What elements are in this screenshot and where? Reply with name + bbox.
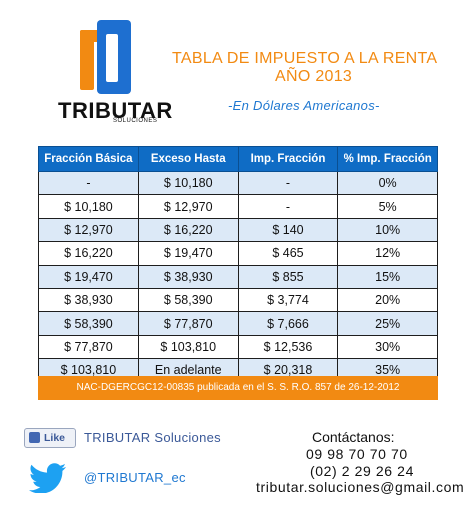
cell-pct: 12% bbox=[337, 241, 438, 266]
contact-phone-landline: (02) 2 29 26 24 bbox=[310, 463, 414, 479]
cell-pct: 15% bbox=[337, 264, 438, 289]
cell-exceso-hasta: $ 10,180 bbox=[137, 170, 239, 196]
twitter-handle[interactable]: @TRIBUTAR_ec bbox=[84, 470, 186, 485]
contact-title: Contáctanos: bbox=[312, 429, 395, 445]
table-row: $ 58,390 $ 77,870 $ 7,666 25% bbox=[38, 311, 438, 336]
like-label: Like bbox=[44, 432, 66, 444]
cell-fraccion-basica: $ 10,180 bbox=[38, 194, 139, 219]
cell-imp-fraccion: $ 12,536 bbox=[237, 334, 339, 360]
cell-imp-fraccion: $ 855 bbox=[237, 264, 339, 289]
cell-pct: 25% bbox=[337, 311, 438, 336]
facebook-page-name[interactable]: TRIBUTAR Soluciones bbox=[84, 430, 221, 445]
facebook-like-button[interactable]: Like bbox=[24, 428, 76, 448]
cell-pct: 10% bbox=[337, 217, 438, 243]
table-row: $ 103,810 En adelante $ 20,318 35% bbox=[38, 358, 438, 383]
table-row: $ 10,180 $ 12,970 - 5% bbox=[38, 194, 438, 219]
table-row: $ 38,930 $ 58,390 $ 3,774 20% bbox=[38, 287, 438, 313]
table-row: - $ 10,180 - 0% bbox=[38, 170, 438, 196]
currency-subtitle: -En Dólares Americanos- bbox=[228, 98, 380, 113]
header-exceso-hasta: Exceso Hasta bbox=[137, 146, 239, 172]
cell-exceso-hasta: $ 16,220 bbox=[137, 217, 239, 243]
cell-exceso-hasta: $ 58,390 bbox=[137, 287, 239, 313]
cell-imp-fraccion: $ 140 bbox=[237, 217, 339, 243]
cell-imp-fraccion: $ 7,666 bbox=[237, 311, 339, 336]
thumbs-up-icon bbox=[29, 432, 40, 443]
cell-exceso-hasta: $ 38,930 bbox=[137, 264, 239, 289]
cell-exceso-hasta: $ 77,870 bbox=[137, 311, 239, 336]
cell-pct: 5% bbox=[337, 194, 438, 219]
table-row: $ 19,470 $ 38,930 $ 855 15% bbox=[38, 264, 438, 289]
cell-fraccion-basica: $ 58,390 bbox=[38, 311, 139, 336]
cell-imp-fraccion: - bbox=[237, 170, 339, 196]
brand-name: TRIBUTAR bbox=[58, 98, 173, 123]
twitter-bird-icon bbox=[29, 463, 66, 493]
cell-fraccion-basica: $ 12,970 bbox=[38, 217, 139, 243]
cell-fraccion-basica: $ 77,870 bbox=[38, 334, 139, 360]
header-fraccion-basica: Fracción Básica bbox=[38, 146, 139, 172]
cell-exceso-hasta: $ 103,810 bbox=[137, 334, 239, 360]
cell-fraccion-basica: - bbox=[38, 170, 139, 196]
cell-pct: 0% bbox=[337, 170, 438, 196]
cell-pct: 30% bbox=[337, 334, 438, 360]
cell-imp-fraccion: - bbox=[237, 194, 339, 219]
cell-fraccion-basica: $ 38,930 bbox=[38, 287, 139, 313]
table-row: $ 77,870 $ 103,810 $ 12,536 30% bbox=[38, 334, 438, 360]
header-imp-fraccion: Imp. Fracción bbox=[237, 146, 339, 172]
table-row: $ 12,970 $ 16,220 $ 140 10% bbox=[38, 217, 438, 243]
contact-phone-mobile: 09 98 70 70 70 bbox=[306, 446, 408, 462]
cell-exceso-hasta: $ 12,970 bbox=[137, 194, 239, 219]
cell-imp-fraccion: $ 465 bbox=[237, 241, 339, 266]
cell-fraccion-basica: $ 19,470 bbox=[38, 264, 139, 289]
tax-table: Fracción Básica Exceso Hasta Imp. Fracci… bbox=[38, 146, 438, 383]
tributar-logo bbox=[68, 20, 168, 94]
brand-tagline: SOLUCIONES bbox=[113, 118, 158, 124]
header-pct-imp-fraccion: % Imp. Fracción bbox=[337, 146, 438, 172]
page-title: TABLA DE IMPUESTO A LA RENTA bbox=[172, 50, 438, 67]
tributar-logo-mark bbox=[80, 20, 131, 94]
contact-email[interactable]: tributar.soluciones@gmail.com bbox=[256, 479, 465, 495]
cell-fraccion-basica: $ 16,220 bbox=[38, 241, 139, 266]
table-header-row: Fracción Básica Exceso Hasta Imp. Fracci… bbox=[38, 146, 438, 172]
table-row: $ 16,220 $ 19,470 $ 465 12% bbox=[38, 241, 438, 266]
page-title-year: AÑO 2013 bbox=[275, 68, 353, 85]
cell-pct: 20% bbox=[337, 287, 438, 313]
legal-reference-banner: NAC-DGERCGC12-00835 publicada en el S. S… bbox=[38, 376, 438, 400]
cell-imp-fraccion: $ 3,774 bbox=[237, 287, 339, 313]
cell-exceso-hasta: $ 19,470 bbox=[137, 241, 239, 266]
